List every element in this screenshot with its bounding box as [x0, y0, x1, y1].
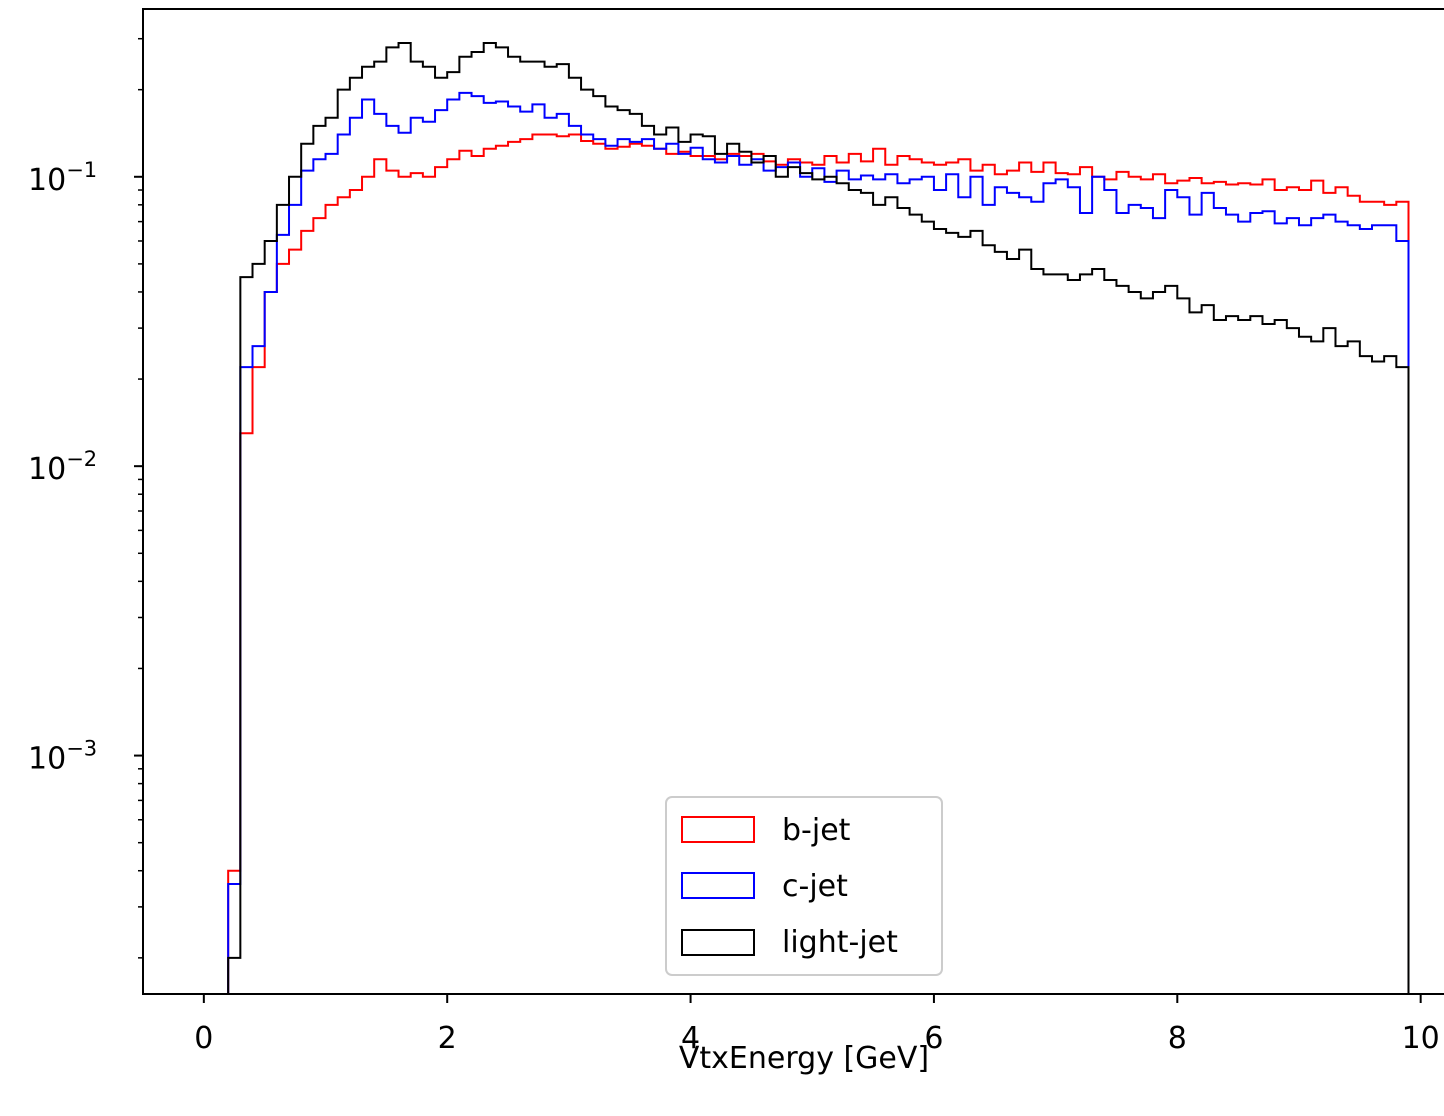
legend-swatch-b-jet — [681, 816, 755, 843]
legend-swatch-c-jet — [681, 872, 755, 899]
series-layer — [227, 41, 1410, 994]
series-b-jet-line — [227, 133, 1410, 994]
x-tick-label: 4 — [681, 1021, 700, 1056]
legend-item-c-jet: c-jet — [681, 869, 848, 904]
x-axis: 0 2 4 6 8 10 — [194, 994, 1440, 1056]
x-tick-label: 2 — [438, 1021, 457, 1056]
series-light-jet-line — [227, 41, 1410, 994]
axes-frame — [142, 8, 1444, 995]
y-axis: 10−3 10−2 10−1 — [28, 37, 143, 959]
x-axis-label: VtxEnergy [GeV] — [679, 1041, 929, 1076]
x-tick-label: 0 — [194, 1021, 213, 1056]
x-tick-label: 6 — [924, 1021, 943, 1056]
legend-swatch-light-jet — [681, 929, 755, 956]
y-tick-label: 10−3 — [28, 737, 97, 777]
legend-item-light-jet: light-jet — [681, 925, 898, 960]
legend: b-jet c-jet light-jet — [665, 796, 943, 976]
x-tick-label: 8 — [1168, 1021, 1187, 1056]
y-tick-label: 10−2 — [28, 447, 97, 487]
x-tick-label: 10 — [1402, 1021, 1440, 1056]
legend-label-light-jet: light-jet — [782, 925, 898, 960]
y-tick-label: 10−1 — [28, 158, 97, 198]
series-c-jet-line — [227, 91, 1410, 994]
legend-item-b-jet: b-jet — [681, 813, 851, 848]
legend-label-c-jet: c-jet — [782, 869, 848, 904]
legend-label-b-jet: b-jet — [782, 813, 851, 848]
